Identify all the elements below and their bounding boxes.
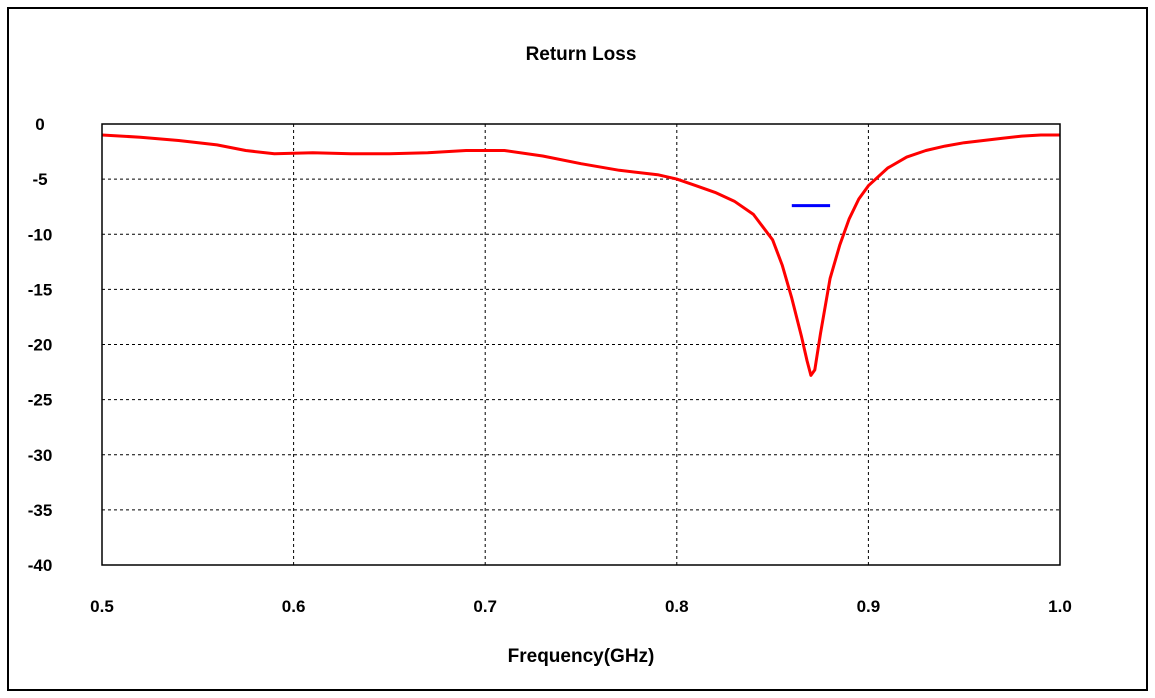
y-tick-label: -35	[28, 501, 53, 520]
x-tick-label: 1.0	[1048, 597, 1072, 616]
y-tick-label: -30	[28, 446, 53, 465]
x-tick-label: 0.6	[282, 597, 306, 616]
x-tick-label: 0.9	[857, 597, 881, 616]
series-layer	[101, 133, 1060, 377]
y-tick-label: -40	[28, 556, 53, 575]
x-tick-label: 0.7	[473, 597, 497, 616]
y-tick-label: -10	[28, 225, 53, 244]
y-tick-label: -25	[28, 391, 53, 410]
chart-title: Return Loss	[526, 44, 637, 65]
y-tick-label: -15	[28, 280, 53, 299]
chart-frame	[7, 7, 1148, 691]
y-tick-label: -20	[28, 336, 53, 355]
x-tick-label: 0.5	[90, 597, 114, 616]
x-axis-label: Frequency(GHz)	[508, 646, 655, 667]
tick-labels: 0.5 0.6 0.7 0.8 0.9 1.0 0 -5 -10 -15 -20 -25 -30 -35 -…	[28, 115, 1072, 616]
return-loss-series-line	[101, 133, 1060, 377]
plot-area	[101, 123, 1061, 566]
y-tick-label: 0	[35, 115, 44, 134]
grid	[102, 124, 1060, 565]
y-tick-label: -5	[32, 170, 47, 189]
x-tick-label: 0.8	[665, 597, 689, 616]
